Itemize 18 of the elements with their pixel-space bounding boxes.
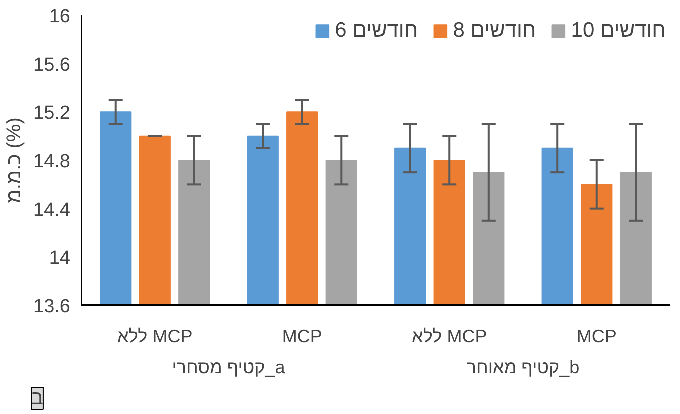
text: קטיף מאוחר_b [466, 358, 580, 378]
y-tick-label: 14.8 [34, 152, 71, 172]
y-axis-title: כ.מ.מ (%) [4, 118, 26, 204]
legend-label: 10 חודשים [571, 19, 666, 43]
x-tick-label: ללא MCP [118, 326, 193, 346]
legend-label: 6 חודשים [335, 19, 418, 43]
y-tick-label: 14.4 [34, 200, 71, 221]
y-tick-label: 15.2 [34, 103, 71, 124]
text: קטיף מסחרי_a [172, 358, 286, 378]
x-tick-label: MCP [282, 326, 322, 346]
y-tick-label: 13.6 [34, 296, 71, 318]
x-tick-label: ללא MCP [412, 326, 488, 346]
y-tick-label: 16 [49, 6, 71, 28]
text: ב [32, 388, 44, 410]
y-tick-label: 14 [49, 248, 71, 270]
y-tick-label: 15.6 [34, 54, 71, 76]
x-tick-label: MCP [576, 326, 617, 346]
legend-label: 8 חודשים [453, 19, 536, 43]
